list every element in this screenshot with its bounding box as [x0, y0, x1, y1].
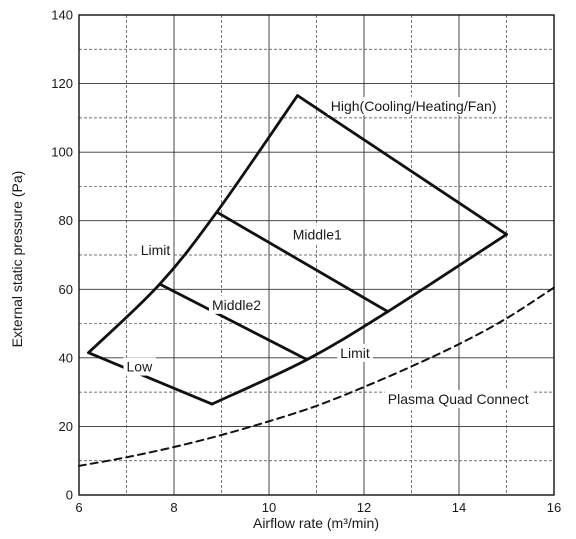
annotation-label: Limit — [340, 345, 370, 361]
envelope-line — [215, 210, 390, 313]
y-tick-label: 140 — [51, 8, 73, 23]
annotations-layer: High(Cooling/Heating/Fan) Middle1 Middle2 L… — [123, 97, 532, 409]
y-tick-label: 80 — [59, 213, 73, 228]
x-tick-label: 8 — [170, 500, 177, 515]
envelope-line — [87, 351, 214, 406]
grid — [78, 14, 555, 496]
series-layer — [78, 94, 555, 467]
annotation-background — [327, 97, 500, 115]
annotation-label: Middle1 — [293, 227, 342, 243]
y-tick-label: 0 — [66, 488, 73, 503]
y-tick-label: 100 — [51, 145, 73, 160]
envelope-line — [296, 94, 508, 236]
annotation-label: Low — [127, 359, 154, 375]
annotation-label: High(Cooling/Heating/Fan) — [331, 98, 497, 114]
annotation-label: Middle2 — [212, 297, 261, 313]
tick-labels: 6 8 10 12 14 16 0 20 40 60 80 100 120 140 — [51, 8, 561, 516]
envelope-line — [210, 233, 508, 406]
reference-curve — [78, 286, 555, 467]
annotation-background — [337, 343, 373, 362]
annotation: Low — [123, 357, 157, 376]
annotation-background — [209, 295, 265, 314]
y-axis-label: External static pressure (Pa) — [9, 171, 25, 348]
envelope-line — [87, 94, 299, 355]
envelope-line — [158, 282, 309, 361]
annotation: Plasma Quad Connect — [384, 390, 532, 409]
annotation-background — [384, 390, 532, 409]
annotation: High(Cooling/Heating/Fan) — [327, 97, 500, 115]
x-axis-label: Airflow rate (m³/min) — [253, 515, 379, 531]
annotation-label: Plasma Quad Connect — [388, 391, 529, 407]
annotation-background — [123, 357, 157, 376]
x-tick-label: 14 — [452, 500, 466, 515]
annotation: Limit — [337, 343, 373, 362]
y-tick-label: 60 — [59, 282, 73, 297]
plot-frame — [78, 14, 555, 496]
y-tick-label: 20 — [59, 419, 73, 434]
annotation-background — [137, 241, 174, 259]
y-tick-label: 40 — [59, 350, 73, 365]
annotation-background — [289, 225, 345, 244]
x-tick-label: 12 — [357, 500, 371, 515]
annotation: Limit — [137, 241, 174, 259]
annotation: Middle2 — [209, 295, 265, 314]
y-tick-label: 120 — [51, 76, 73, 91]
annotation-label: Limit — [141, 242, 171, 258]
annotation: Middle1 — [289, 225, 345, 244]
x-tick-label: 10 — [262, 500, 276, 515]
x-tick-label: 6 — [75, 500, 82, 515]
x-tick-label: 16 — [547, 500, 561, 515]
